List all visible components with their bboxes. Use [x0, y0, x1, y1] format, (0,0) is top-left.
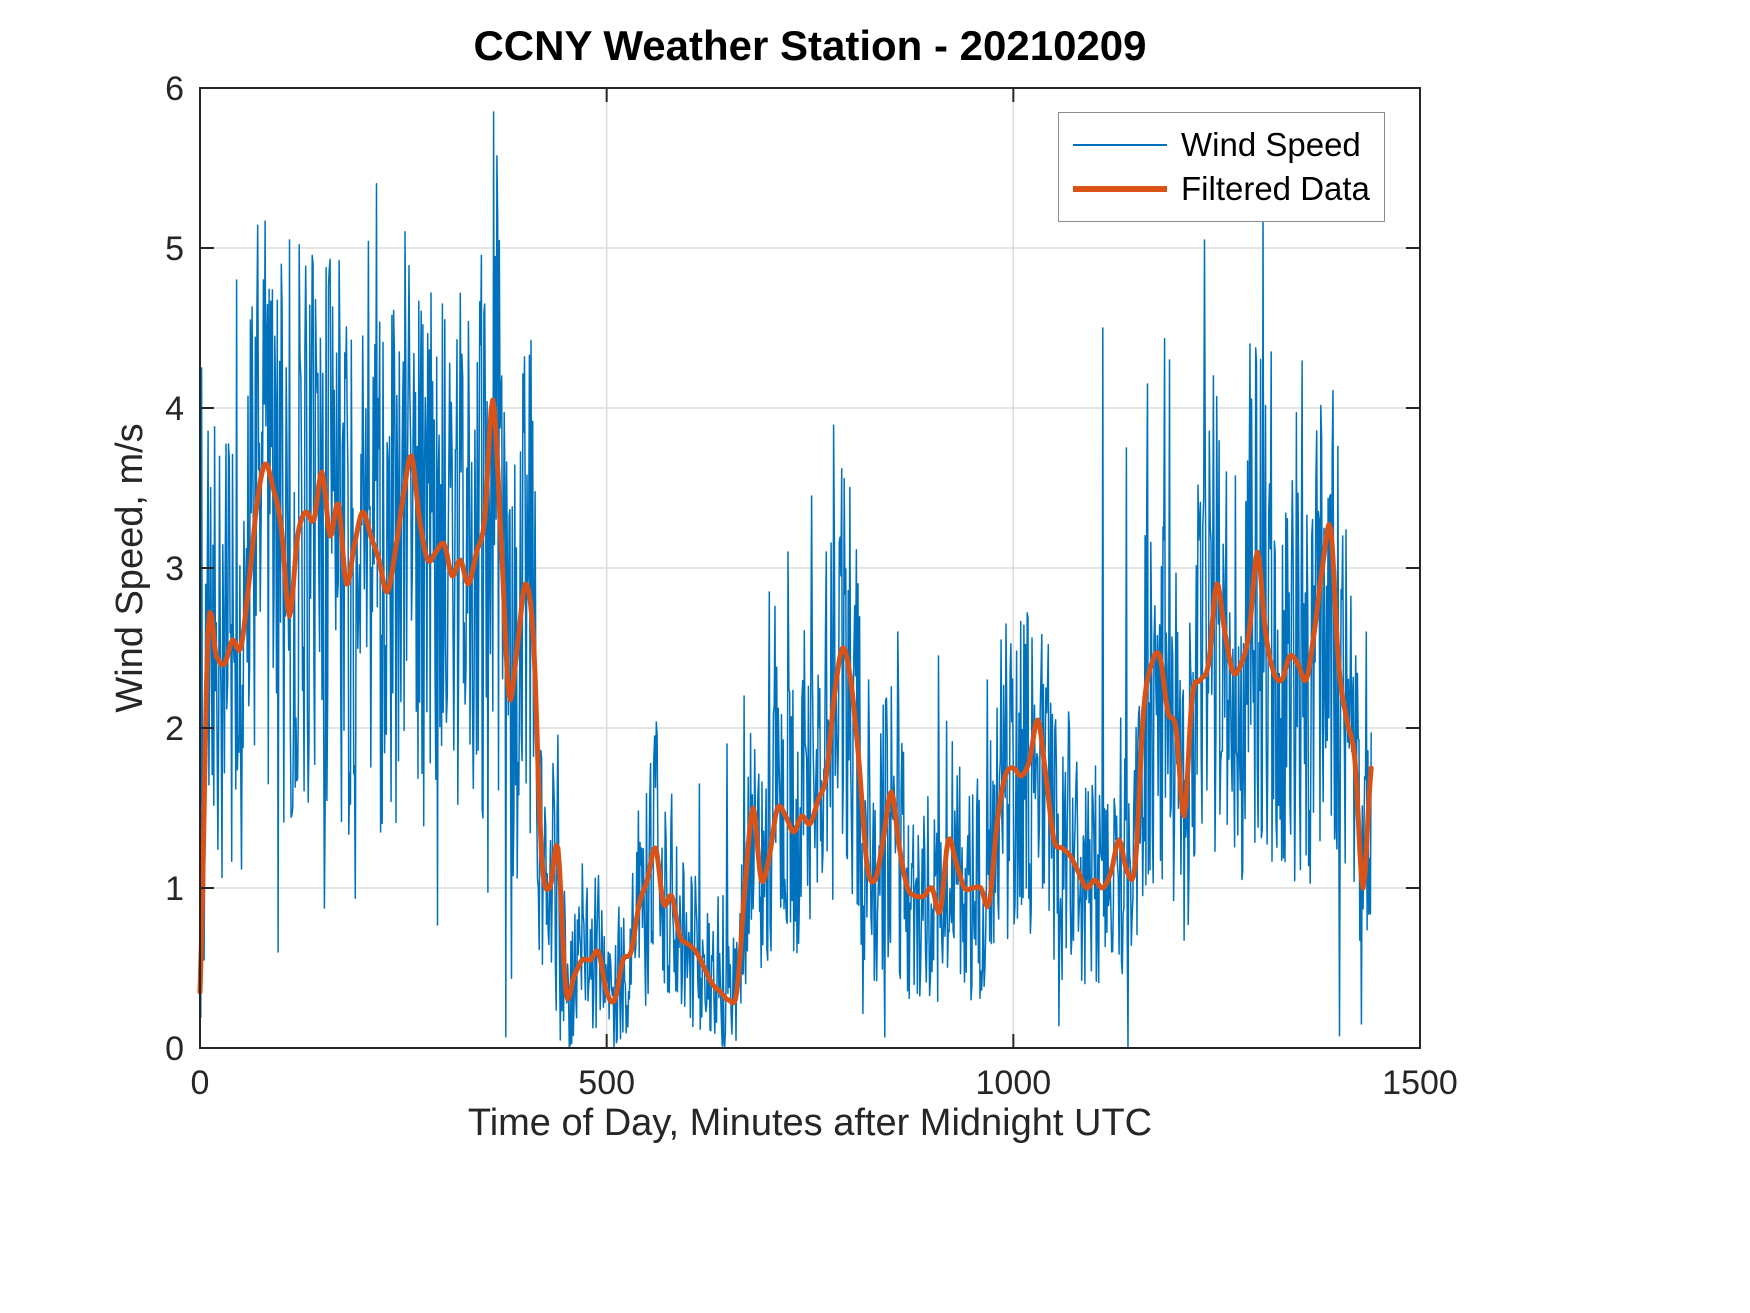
y-tick-label: 3: [165, 550, 184, 588]
legend-entry-wind-speed: Wind Speed: [1073, 123, 1370, 167]
y-tick-label: 6: [165, 70, 184, 108]
x-tick-label: 500: [578, 1064, 635, 1102]
x-tick-label: 0: [191, 1064, 210, 1102]
filtered-data-legend-line-icon: [1073, 186, 1167, 192]
legend-label-filtered-data: Filtered Data: [1181, 170, 1370, 207]
y-tick-label: 4: [165, 390, 184, 428]
y-tick-label: 0: [165, 1030, 184, 1068]
y-tick-label: 5: [165, 230, 184, 268]
legend: Wind Speed Filtered Data: [1058, 112, 1385, 222]
wind-speed-line: [199, 111, 1372, 1049]
x-tick-label: 1500: [1382, 1064, 1458, 1102]
tick-marks: [199, 87, 1421, 1049]
y-tick-label: 1: [165, 870, 184, 908]
x-axis-label: Time of Day, Minutes after Midnight UTC: [467, 1102, 1153, 1144]
wind-speed-legend-line-icon: [1073, 144, 1167, 146]
y-tick-label: 2: [165, 710, 184, 748]
legend-entry-filtered-data: Filtered Data: [1073, 167, 1370, 211]
x-tick-label: 1000: [976, 1064, 1052, 1102]
filtered-data-line: [197, 397, 1374, 1006]
legend-label-wind-speed: Wind Speed: [1181, 126, 1361, 163]
y-axis-label: Wind Speed, m/s: [109, 423, 151, 713]
chart-title: CCNY Weather Station - 20210209: [473, 22, 1147, 69]
